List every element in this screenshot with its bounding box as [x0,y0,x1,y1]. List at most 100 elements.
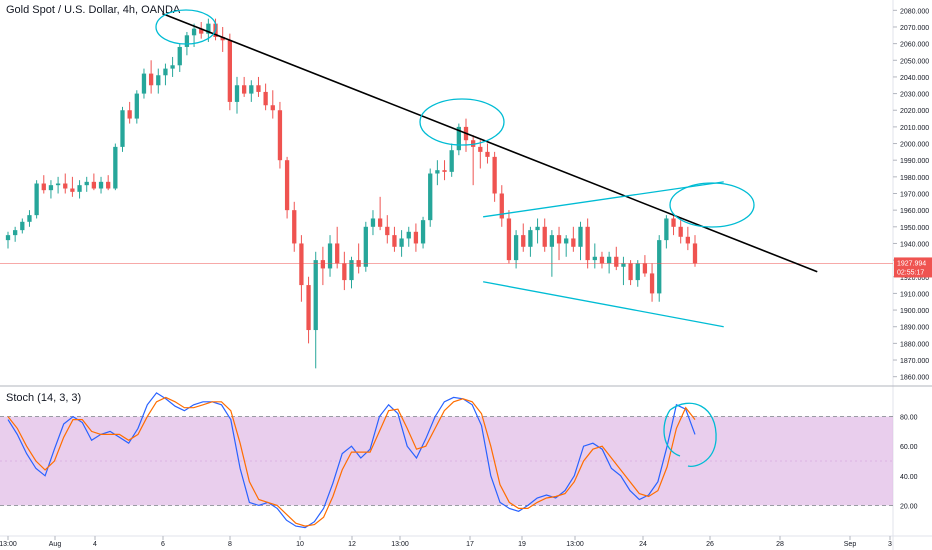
time-tick-label: 12 [348,541,356,548]
price-tick-label: 1970.000 [900,192,929,199]
candle-down [671,218,676,227]
candle-up [657,240,662,294]
candle-down [220,36,225,41]
candle-up [177,46,182,66]
candle-down [499,193,504,219]
stoch-tick-label: 20.00 [900,503,918,510]
price-tick-label: 2070.000 [900,25,929,32]
candle-down [227,40,232,102]
time-tick-label: Sep [844,541,857,548]
price-tick-label: 1860.000 [900,375,929,382]
stoch-tick-label: 80.00 [900,415,918,422]
candle-up [606,256,612,264]
candle-down [263,91,268,106]
candle-up [399,238,404,247]
candle-down [148,73,154,86]
candle-down [485,151,490,157]
price-tick-label: 1900.000 [900,308,929,315]
time-tick-label: 24 [639,541,647,548]
price-tick-label: 2060.000 [900,42,929,49]
price-tick-label: 1870.000 [900,358,929,365]
channel-upper-line[interactable] [483,181,724,218]
candle-up [77,185,82,192]
annotation-circle-top[interactable] [155,9,217,45]
candle-down [385,226,390,236]
candle-down [521,235,526,247]
price-tick-label: 1950.000 [900,225,929,232]
price-tick-label: 2050.000 [900,58,929,65]
main-chart-legend: Gold Spot / U.S. Dollar, 4h, OANDA [6,4,181,16]
time-tick-label: 26 [706,541,714,548]
trendline-resistance[interactable] [162,12,818,273]
candle-down [256,85,261,92]
time-tick-label: 6 [161,541,165,548]
candle-up [20,221,25,231]
candle-up [535,226,540,231]
price-tick-label: 2010.000 [900,125,929,132]
price-tick-label: 1910.000 [900,291,929,298]
channel-lower-line[interactable] [483,281,724,328]
candle-down [392,235,397,247]
candle-down [277,110,283,161]
candle-up [191,28,197,36]
annotation-circle-mid[interactable] [419,98,505,146]
candle-up [27,215,32,222]
candle-up [513,235,519,261]
price-tick-label: 1990.000 [900,158,929,165]
candle-up [592,256,597,261]
candle-up [435,170,440,174]
candle-down [413,231,419,244]
candle-up [370,218,376,227]
candle-up [635,263,640,281]
stoch-k-line [7,392,696,529]
candle-up [134,93,139,119]
candle-up [206,23,211,34]
candle-down [628,263,633,281]
candle-up [163,68,168,76]
candle-up [170,65,175,69]
annotation-circle-recent[interactable] [669,182,755,228]
candle-up [184,35,190,47]
time-tick-label: 28 [776,541,784,548]
candle-down [692,243,698,264]
time-tick-label: Aug [49,541,62,548]
stoch-tick-label: 60.00 [900,444,918,451]
price-tick-label: 2080.000 [900,8,929,15]
candle-up [449,150,454,172]
time-tick-label: 13:00 [391,541,409,548]
time-tick-label: 10 [296,541,304,548]
candle-up [120,110,125,147]
candle-down [614,256,619,267]
candle-up [528,230,533,247]
candle-down [270,105,275,111]
candle-up [98,181,104,189]
candle-down [442,170,447,172]
stoch-tick-label: 40.00 [900,474,918,481]
candle-down [127,110,132,119]
stoch-d-line [7,396,696,527]
candle-up [313,260,318,331]
candle-up [48,185,54,191]
candle-up [327,243,333,269]
candle-down [585,226,590,261]
candle-down [199,28,204,34]
stoch-annotation-circle[interactable] [663,402,717,468]
candle-down [571,238,576,247]
candle-down [63,183,68,189]
candle-down [642,263,648,274]
candle-down [70,188,75,192]
candle-up [406,231,411,239]
candle-down [41,183,46,191]
candle-down [284,160,290,211]
candle-up [113,146,118,189]
candle-down [599,256,605,264]
candle-up [34,183,39,216]
stoch-band-fill [0,416,893,506]
candle-down [106,181,111,189]
candle-up [363,226,368,267]
candle-up [456,126,461,151]
candle-up [564,238,569,244]
time-tick-label: 17 [466,541,474,548]
candle-down [556,235,562,244]
